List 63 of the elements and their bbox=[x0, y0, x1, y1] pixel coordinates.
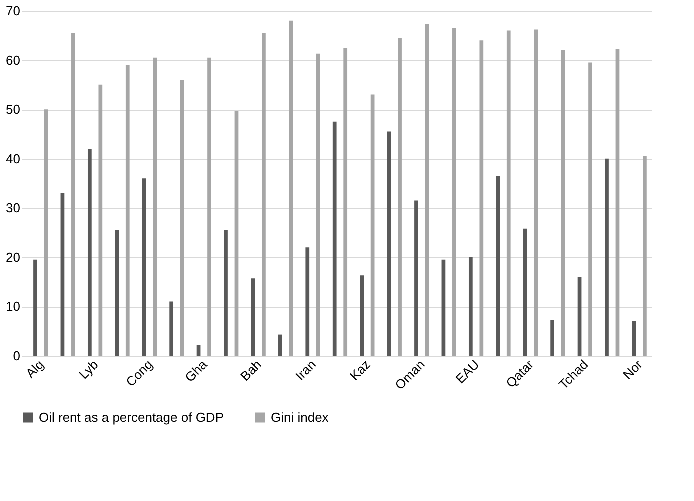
bar bbox=[60, 193, 65, 356]
x-tick-label: Iran bbox=[292, 357, 319, 384]
bar bbox=[632, 322, 636, 356]
x-tick-label: Alg bbox=[22, 357, 47, 381]
y-tick-label: 20 bbox=[6, 250, 20, 265]
bar bbox=[44, 110, 48, 356]
bar bbox=[142, 178, 146, 356]
bar bbox=[605, 158, 609, 356]
x-tick-label: Lyb bbox=[76, 357, 102, 382]
bar bbox=[234, 111, 239, 356]
bar bbox=[588, 62, 592, 356]
bar bbox=[88, 149, 92, 356]
bar bbox=[170, 302, 174, 356]
bar bbox=[278, 334, 282, 356]
bar bbox=[316, 54, 320, 356]
bar bbox=[370, 94, 375, 356]
bar bbox=[306, 248, 310, 356]
bar bbox=[442, 260, 446, 356]
y-tick-label: 10 bbox=[6, 299, 20, 314]
bar bbox=[289, 20, 294, 356]
legend-label: Gini index bbox=[271, 410, 330, 425]
bar bbox=[398, 38, 402, 356]
bar bbox=[550, 320, 554, 356]
bar bbox=[561, 50, 566, 356]
bar bbox=[332, 122, 337, 356]
bar bbox=[196, 345, 201, 356]
y-tick-label: 0 bbox=[13, 348, 20, 364]
bar bbox=[534, 30, 538, 356]
x-tick-label: Bah bbox=[238, 357, 265, 384]
bar bbox=[344, 48, 348, 356]
bar bbox=[468, 257, 473, 356]
bar bbox=[578, 277, 582, 356]
bar bbox=[153, 58, 158, 356]
bar bbox=[126, 65, 130, 356]
bar bbox=[643, 156, 647, 356]
bar bbox=[387, 132, 392, 356]
y-tick-label: 40 bbox=[6, 151, 20, 166]
y-tick-label: 60 bbox=[6, 52, 20, 68]
bar bbox=[262, 33, 266, 356]
bar bbox=[360, 276, 364, 356]
x-tick-label: Nor bbox=[620, 356, 646, 383]
bar bbox=[452, 28, 456, 356]
bar bbox=[414, 200, 418, 356]
x-tick-label: Gha bbox=[182, 356, 211, 386]
bar bbox=[523, 228, 528, 356]
bar bbox=[34, 260, 38, 356]
x-tick-label: Kaz bbox=[346, 357, 374, 384]
bar bbox=[180, 80, 184, 356]
legend-label: Oil rent as a percentage of GDP bbox=[39, 410, 224, 425]
bar bbox=[425, 24, 430, 356]
y-tick-label: 50 bbox=[6, 102, 20, 118]
y-tick-label: 70 bbox=[6, 4, 20, 18]
bar bbox=[480, 40, 484, 356]
y-tick-label: 30 bbox=[6, 200, 20, 216]
bar bbox=[251, 278, 256, 356]
bar bbox=[115, 230, 120, 356]
bar bbox=[224, 230, 228, 356]
bar bbox=[506, 30, 511, 356]
bar bbox=[496, 176, 500, 356]
bar bbox=[208, 58, 212, 356]
bar bbox=[616, 48, 620, 356]
bar bbox=[72, 33, 76, 356]
bar bbox=[98, 84, 103, 356]
